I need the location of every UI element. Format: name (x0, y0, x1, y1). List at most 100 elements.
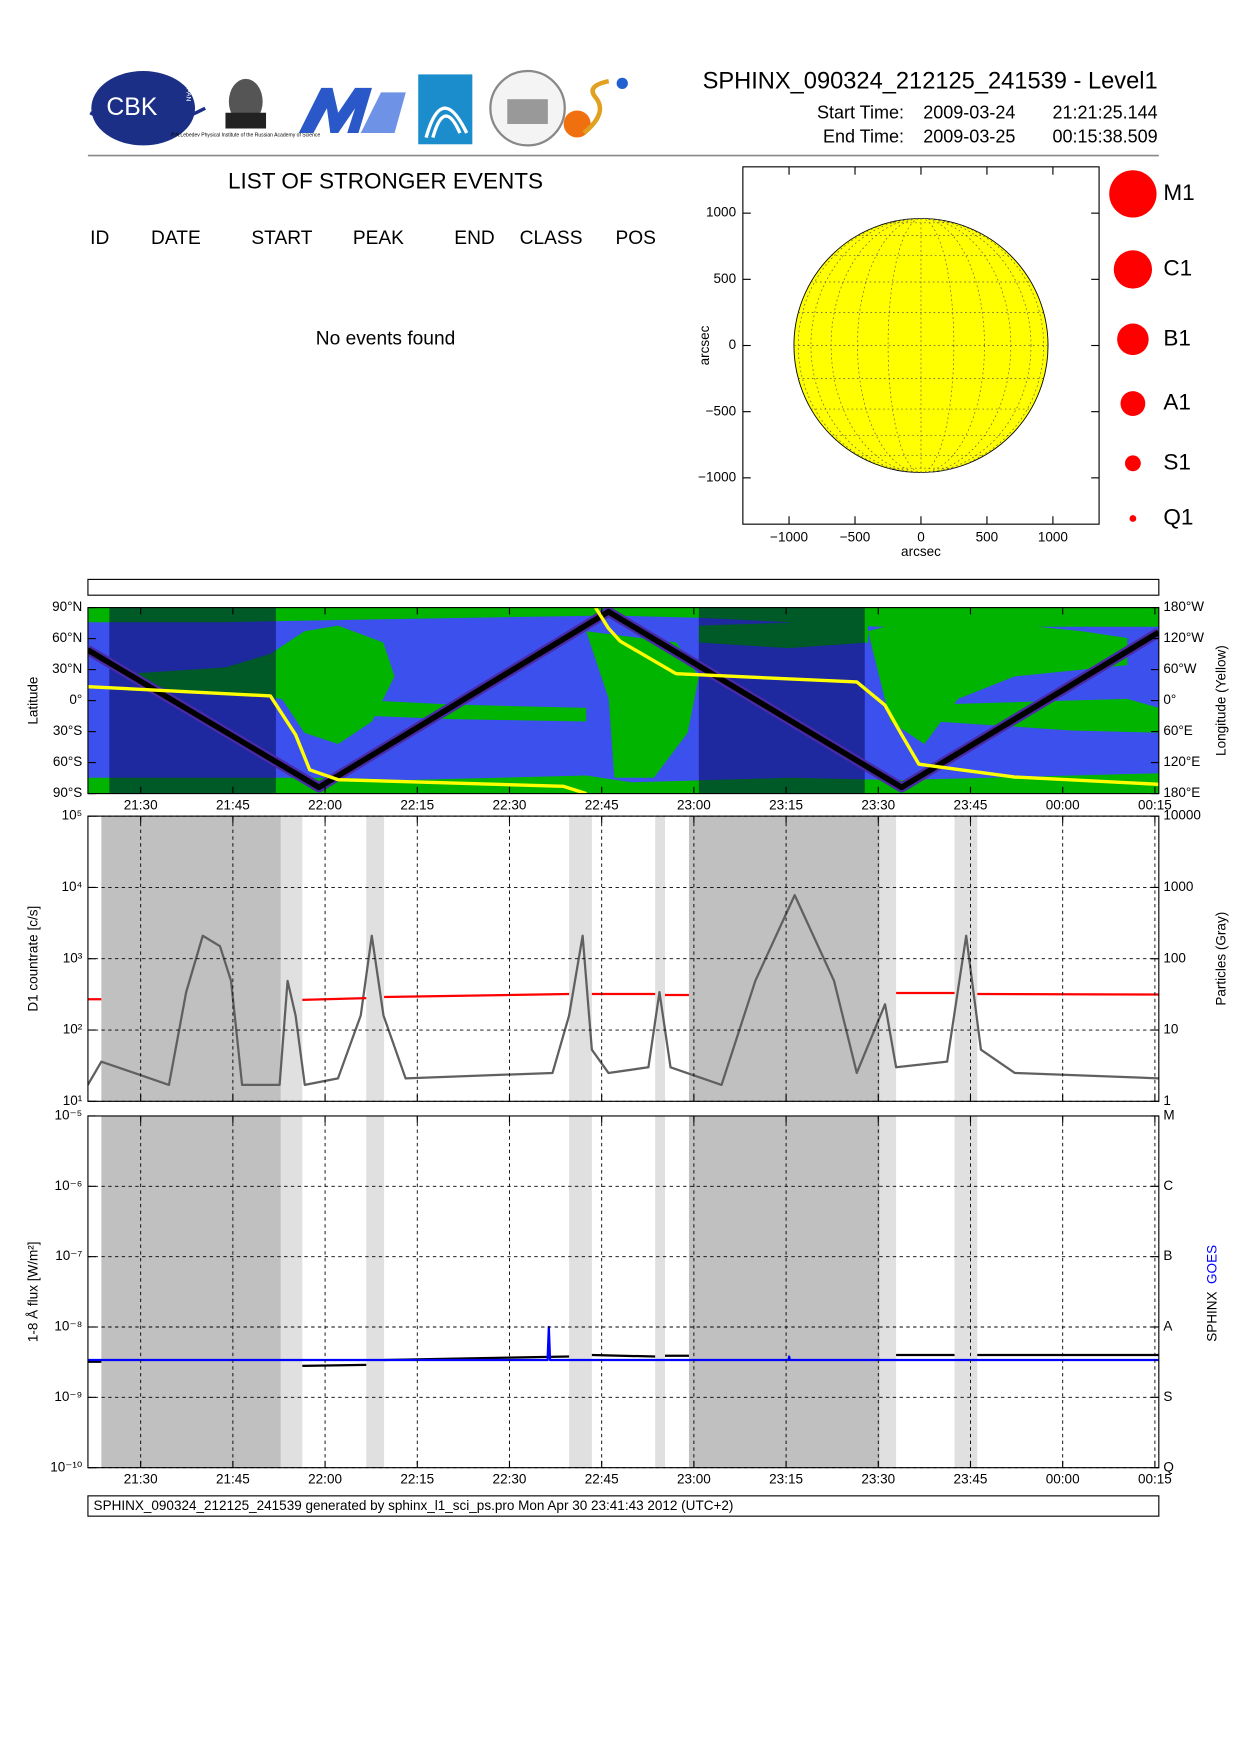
y2-axis-label: Longitude (Yellow) (1214, 645, 1229, 756)
y-tick-label: −500 (706, 403, 736, 418)
night-band (688, 1115, 880, 1468)
y2-tick-label: B (1163, 1248, 1172, 1263)
legend-label: A1 (1163, 390, 1191, 415)
y-tick-label: 10⁻⁷ (55, 1248, 82, 1263)
y-tick-label: 0° (69, 692, 82, 707)
x-tick-label: −1000 (770, 529, 808, 544)
x-tick-label: 22:15 (400, 1472, 434, 1487)
legend-marker (1125, 455, 1141, 472)
legend-label: Q1 (1163, 504, 1193, 529)
x-tick-label: 22:30 (493, 1472, 527, 1487)
logos: CBK PAN P.N.Lebedev Physical Institute o… (89, 69, 628, 147)
column-header: ID (90, 228, 109, 249)
x-tick-label: 21:30 (124, 1472, 158, 1487)
x-tick-label: 21:45 (216, 1472, 250, 1487)
y-tick-label: 30°N (52, 661, 82, 676)
land-patch (87, 773, 1159, 794)
end-time: 00:15:38.509 (1052, 126, 1157, 146)
y-tick-label: 10⁻⁶ (55, 1178, 83, 1193)
x-tick-label: 00:15 (1138, 798, 1172, 813)
start-time: 21:21:25.144 (1052, 103, 1157, 123)
x-tick-label: 23:15 (769, 1472, 803, 1487)
x-tick-label: 23:00 (677, 798, 711, 813)
particle-band (569, 1115, 592, 1468)
y-tick-label: 10⁻⁸ (54, 1319, 82, 1334)
y-tick-label: 10¹ (63, 1093, 83, 1108)
plot-frame (87, 815, 1160, 1102)
particle-band (569, 816, 592, 1102)
legend-label: S1 (1163, 449, 1191, 474)
legend-label: B1 (1163, 325, 1191, 350)
cbk-swoosh (89, 106, 206, 128)
particle-band (366, 1115, 385, 1468)
legend-label: SPHINX (1205, 1291, 1220, 1341)
x-tick-label: 22:00 (308, 1472, 342, 1487)
night-band (101, 1115, 281, 1468)
x-tick-label: 0 (917, 529, 925, 544)
x-tick-label: 22:30 (493, 798, 527, 813)
portrait-body (225, 112, 267, 129)
y-tick-label: −1000 (698, 469, 736, 484)
pan-text: PAN (184, 88, 191, 102)
y-tick-label: 500 (714, 271, 737, 286)
map-overlay (87, 607, 1159, 794)
y2-tick-label: 60°W (1163, 661, 1196, 676)
land-patch (338, 698, 587, 722)
x-tick-label: 21:30 (124, 798, 158, 813)
plot-area (87, 1115, 1159, 1468)
x-tick-label: −500 (840, 529, 870, 544)
plot-frame (87, 1115, 1160, 1469)
y-axis-label: Latitude (25, 677, 40, 725)
series-line (87, 1325, 1159, 1362)
series-line (87, 893, 1159, 1087)
particle-band (655, 816, 665, 1102)
y2-tick-label: 10000 (1163, 808, 1201, 823)
x-tick-label: 21:45 (216, 798, 250, 813)
end-label: End Time: (823, 126, 904, 146)
x-tick-label: 23:30 (861, 1472, 895, 1487)
y2-tick-label: 10 (1163, 1022, 1178, 1037)
legend-marker (1117, 323, 1149, 356)
legend-marker (1113, 250, 1153, 289)
series-line (87, 991, 1159, 1001)
x-tick-label: 500 (976, 529, 999, 544)
x-tick-label: 22:15 (400, 798, 434, 813)
x-axis-label: arcsec (901, 544, 941, 559)
y2-tick-label: 100 (1163, 950, 1186, 965)
x-tick-label: 00:15 (1138, 1472, 1172, 1487)
x-tick-label: 23:45 (954, 1472, 988, 1487)
y2-axis-label: Particles (Gray) (1214, 912, 1229, 1006)
legend-marker (1120, 391, 1146, 416)
y2-tick-label: M (1163, 1108, 1174, 1123)
x-tick-label: 23:45 (954, 798, 988, 813)
series-line (87, 1353, 1159, 1368)
y2-tick-label: 180°W (1163, 599, 1204, 614)
y-axis-label: 1-8 Å flux [W/m²] (25, 1242, 40, 1343)
particle-band (655, 1115, 665, 1468)
particle-band (879, 1115, 897, 1468)
particle-band (280, 1115, 303, 1468)
y2-tick-label: A (1163, 1319, 1172, 1334)
legend-marker (1129, 515, 1137, 522)
column-header: POS (615, 228, 655, 249)
particle-band (954, 816, 978, 1102)
y-tick-label: 90°N (52, 599, 82, 614)
land-patch (867, 622, 1128, 744)
sun-logo-dot (616, 77, 628, 90)
land-patch (87, 607, 1159, 627)
night-band (109, 607, 276, 794)
land-patch (935, 698, 1159, 733)
y-tick-label: 1000 (706, 205, 736, 220)
night-band (698, 607, 865, 794)
events-empty: No events found (316, 328, 456, 349)
y2-tick-label: C (1163, 1178, 1173, 1193)
longitude-line (87, 607, 1159, 794)
legend-label: M1 (1163, 180, 1194, 205)
column-header: DATE (151, 228, 201, 249)
column-header: START (251, 228, 312, 249)
x-tick-label: 22:45 (585, 1472, 619, 1487)
legend-marker (1109, 170, 1157, 218)
events-title: LIST OF STRONGER EVENTS (228, 169, 543, 194)
